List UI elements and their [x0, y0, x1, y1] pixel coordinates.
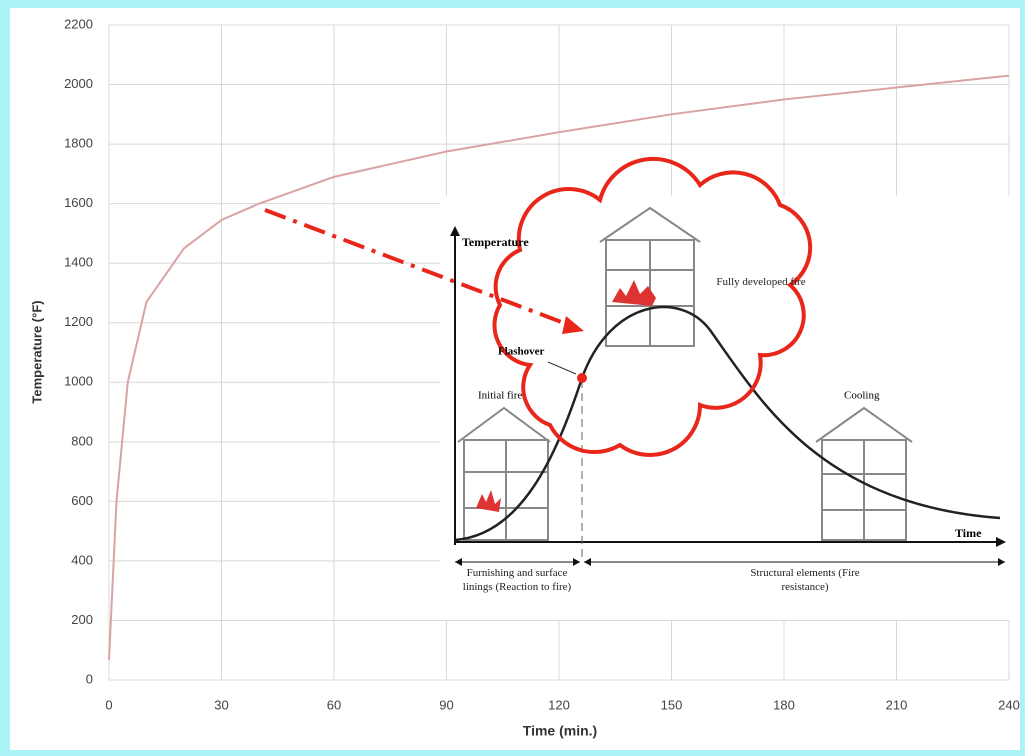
- y-tick-label: 2200: [64, 16, 93, 31]
- right-phase-label: Structural elements (Fire resistance): [750, 567, 860, 593]
- arrow-head: [562, 316, 584, 334]
- flashover-point: [577, 373, 587, 383]
- y-tick-label: 1200: [64, 314, 93, 329]
- cooling-label: Cooling: [844, 390, 880, 402]
- x-tick-label: 240: [998, 697, 1020, 712]
- house: [457, 206, 913, 541]
- x-tick-label: 30: [214, 697, 228, 712]
- x-tick-label: 150: [661, 697, 683, 712]
- arrow-head: [998, 558, 1005, 566]
- x-tick-label: 120: [548, 697, 570, 712]
- y-tick-label: 200: [71, 612, 93, 627]
- y-tick-label: 800: [71, 433, 93, 448]
- data-line: [108, 74, 1010, 660]
- fire-curve: [454, 305, 1001, 542]
- flame: [476, 490, 501, 512]
- y-tick-label: 400: [71, 552, 93, 567]
- arrow-head: [573, 558, 580, 566]
- initial-fire-label: Initial fire: [478, 390, 522, 402]
- x-tick-label: 210: [886, 697, 908, 712]
- pointer-arrow: [264, 208, 573, 328]
- y-axis-label: Temperature (°F): [29, 300, 44, 403]
- y-tick-label: 0: [86, 671, 93, 686]
- flame: [612, 280, 656, 306]
- x-axis-label: Time (min.): [523, 723, 597, 739]
- pointer: [547, 361, 577, 375]
- y-tick-label: 1400: [64, 255, 93, 270]
- arrow-head: [450, 226, 460, 236]
- y-tick-label: 1800: [64, 136, 93, 151]
- y-tick-label: 600: [71, 493, 93, 508]
- inset-x-label: Time: [955, 526, 982, 540]
- developed-label: Fully developed fire: [716, 276, 806, 288]
- x-tick-label: 60: [327, 697, 341, 712]
- inset-diagram: Temperature Time Flashover Initial fire …: [440, 156, 1012, 620]
- cloud: [492, 156, 813, 457]
- arrow-head: [455, 558, 462, 566]
- inset-y-label: Temperature: [462, 235, 529, 249]
- arrow-head: [996, 537, 1006, 547]
- x-tick-label: 0: [105, 697, 112, 712]
- arrow-head: [584, 558, 591, 566]
- flashover-label: Flashover: [498, 346, 545, 358]
- y-tick-label: 1000: [64, 374, 93, 389]
- y-tick-label: 1600: [64, 195, 93, 210]
- left-phase-label: Furnishing and surface linings (Reaction…: [462, 567, 572, 593]
- y-tick-label: 2000: [64, 76, 93, 91]
- x-tick-label: 90: [439, 697, 453, 712]
- x-tick-label: 180: [773, 697, 795, 712]
